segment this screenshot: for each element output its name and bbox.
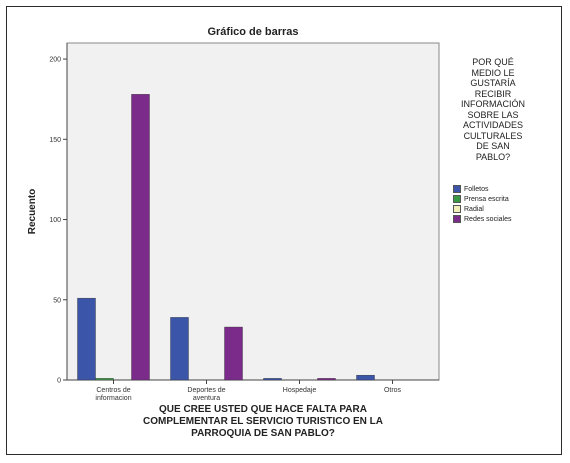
bar-folletos [356, 374, 375, 381]
chart-frame: Gráfico de barras 0 50 100 150 200 Recuento Cen… [6, 6, 562, 455]
legend-item-folletos: Folletos [453, 184, 511, 194]
bar-chart: Gráfico de barras 0 50 100 150 200 Recuento Cen… [27, 26, 440, 439]
x-axis-label: QUE CREE USTED QUE HACE FALTA PARA [159, 404, 367, 415]
legend-swatch-prensa-escrita [453, 195, 461, 203]
legend-item-radial: Radial [453, 204, 511, 214]
legend-label-redes-sociales: Redes sociales [464, 215, 512, 223]
legend-swatch-folletos [453, 185, 461, 193]
bar-redes-sociales [224, 326, 243, 381]
legend-label-prensa-escrita: Prensa escrita [464, 195, 509, 203]
legend: Folletos Prensa escrita Radial Redes soc… [453, 184, 511, 224]
bar-folletos [77, 297, 96, 381]
bar-prensa-escrita [95, 378, 114, 381]
y-axis-label: Recuento [27, 189, 38, 235]
legend-item-prensa-escrita: Prensa escrita [453, 194, 511, 204]
bar-redes-sociales [131, 94, 150, 381]
x-tick-label: Hospedaje [283, 387, 317, 394]
legend-item-redes-sociales: Redes sociales [453, 214, 511, 224]
y-tick-label: 50 [53, 297, 61, 304]
bar-folletos [263, 378, 282, 381]
x-tick-label: aventura [193, 395, 220, 402]
x-axis-label: COMPLEMENTAR EL SERVICIO TURISTICO EN LA [143, 416, 383, 427]
legend-label-folletos: Folletos [464, 185, 489, 193]
legend-swatch-redes-sociales [453, 215, 461, 223]
x-axis-label: PARROQUIA DE SAN PABLO? [191, 428, 335, 439]
plot-area [66, 42, 440, 381]
x-tick-label: Deportes de [187, 387, 225, 394]
chart-title: Gráfico de barras [207, 26, 298, 38]
bar-folletos [170, 317, 189, 381]
y-tick-label: 200 [49, 57, 61, 64]
x-tick-label: Centros de [96, 387, 130, 394]
legend-label-radial: Radial [464, 205, 484, 213]
y-tick-label: 100 [49, 217, 61, 224]
bar-redes-sociales [317, 378, 336, 381]
x-tick-label: informacion [95, 395, 131, 402]
x-tick-label: Otros [384, 387, 402, 394]
legend-title: POR QUÉ MEDIO LE GUSTARÍA RECIBIR INFORM… [461, 57, 525, 162]
y-tick-label: 150 [49, 137, 61, 144]
y-tick-label: 0 [57, 378, 61, 385]
legend-swatch-radial [453, 205, 461, 213]
